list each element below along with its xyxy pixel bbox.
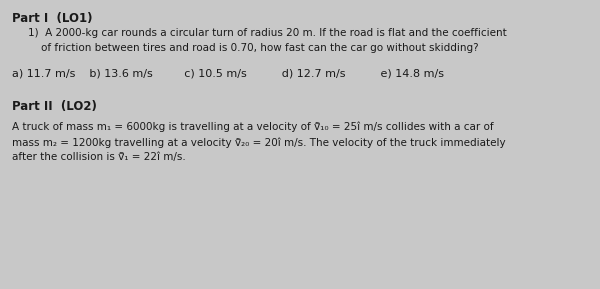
Text: a) 11.7 m/s    b) 13.6 m/s         c) 10.5 m/s          d) 12.7 m/s          e) : a) 11.7 m/s b) 13.6 m/s c) 10.5 m/s d) 1… (12, 68, 444, 78)
Text: 1)  A 2000-kg car rounds a circular turn of radius 20 m. If the road is flat and: 1) A 2000-kg car rounds a circular turn … (28, 28, 507, 38)
Text: Part I  (LO1): Part I (LO1) (12, 12, 92, 25)
Text: Part II  (LO2): Part II (LO2) (12, 100, 97, 113)
Text: mass m₂ = 1200kg travelling at a velocity ṽ⃗₂₀ = 20î m/s. The velocity of the tr: mass m₂ = 1200kg travelling at a velocit… (12, 137, 506, 147)
Text: of friction between tires and road is 0.70, how fast can the car go without skid: of friction between tires and road is 0.… (28, 43, 479, 53)
Text: after the collision is ṽ⃗₁ = 22î m/s.: after the collision is ṽ⃗₁ = 22î m/s. (12, 152, 186, 162)
Text: A truck of mass m₁ = 6000kg is travelling at a velocity of ṽ⃗₁₀ = 25î m/s collid: A truck of mass m₁ = 6000kg is travellin… (12, 122, 494, 132)
